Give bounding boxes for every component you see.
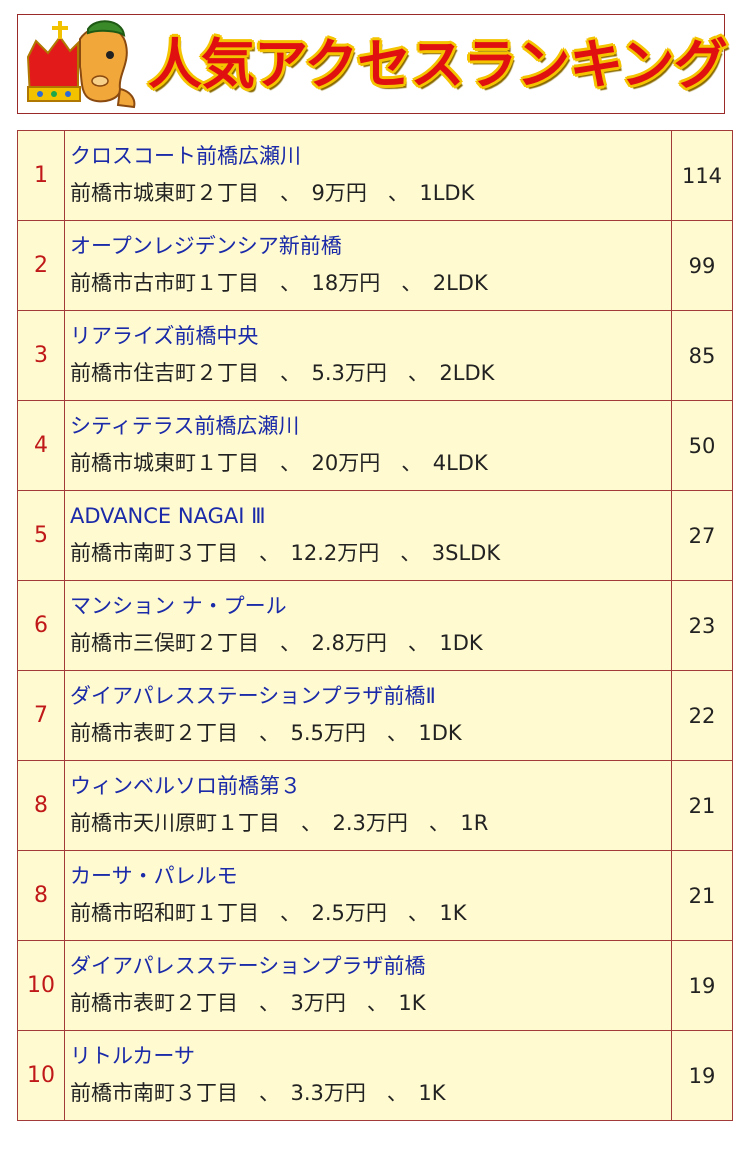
table-row: 10 ダイアパレスステーションプラザ前橋 前橋市表町２丁目 、 3万円 、 1K 19 <box>17 940 733 1031</box>
property-name-link[interactable]: シティテラス前橋広瀬川 <box>70 413 300 438</box>
access-count: 114 <box>671 130 733 221</box>
property-detail: 前橋市表町２丁目 、 3万円 、 1K <box>70 990 426 1015</box>
property-name-link[interactable]: クロスコート前橋広瀬川 <box>70 143 301 168</box>
rank-number: 7 <box>17 670 65 761</box>
rank-number: 2 <box>17 220 65 311</box>
ranking-header: 人気アクセスランキング <box>17 14 728 114</box>
access-count: 22 <box>671 670 733 761</box>
property-name-link[interactable]: カーサ・パレルモ <box>70 863 238 888</box>
table-row: 3 リアライズ前橋中央 前橋市住吉町２丁目 、 5.3万円 、 2LDK 85 <box>17 310 733 401</box>
table-row: 6 マンション ナ・プール 前橋市三俣町２丁目 、 2.8万円 、 1DK 23 <box>17 580 733 671</box>
property-detail: 前橋市昭和町１丁目 、 2.5万円 、 1K <box>70 900 467 925</box>
property-detail: 前橋市南町３丁目 、 12.2万円 、 3SLDK <box>70 540 501 565</box>
access-count: 19 <box>671 940 733 1031</box>
property-name-link[interactable]: リアライズ前橋中央 <box>70 323 259 348</box>
table-row: 8 カーサ・パレルモ 前橋市昭和町１丁目 、 2.5万円 、 1K 21 <box>17 850 733 941</box>
property-detail: 前橋市住吉町２丁目 、 5.3万円 、 2LDK <box>70 360 495 385</box>
access-count: 50 <box>671 400 733 491</box>
property-detail: 前橋市城東町１丁目 、 20万円 、 4LDK <box>70 450 488 475</box>
property-detail: 前橋市古市町１丁目 、 18万円 、 2LDK <box>70 270 488 295</box>
property-detail: 前橋市表町２丁目 、 5.5万円 、 1DK <box>70 720 462 745</box>
property-info: リアライズ前橋中央前橋市住吉町２丁目 、 5.3万円 、 2LDK <box>64 310 672 401</box>
property-info: カーサ・パレルモ前橋市昭和町１丁目 、 2.5万円 、 1K <box>64 850 672 941</box>
table-row: 4 シティテラス前橋広瀬川 前橋市城東町１丁目 、 20万円 、 4LDK 50 <box>17 400 733 491</box>
rank-number: 3 <box>17 310 65 401</box>
property-info: リトルカーサ前橋市南町３丁目 、 3.3万円 、 1K <box>64 1030 672 1121</box>
property-info: シティテラス前橋広瀬川前橋市城東町１丁目 、 20万円 、 4LDK <box>64 400 672 491</box>
table-row: 2 オープンレジデンシア新前橋 前橋市古市町１丁目 、 18万円 、 2LDK 99 <box>17 220 733 311</box>
access-count: 85 <box>671 310 733 401</box>
property-name-link[interactable]: ダイアパレスステーションプラザ前橋Ⅱ <box>70 683 436 708</box>
table-row: 1 クロスコート前橋広瀬川 前橋市城東町２丁目 、 9万円 、 1LDK 114 <box>17 130 733 221</box>
property-info: オープンレジデンシア新前橋前橋市古市町１丁目 、 18万円 、 2LDK <box>64 220 672 311</box>
crowned-horse-mascot-icon <box>26 20 136 109</box>
property-detail: 前橋市三俣町２丁目 、 2.8万円 、 1DK <box>70 630 483 655</box>
property-name-link[interactable]: ADVANCE NAGAI Ⅲ <box>70 503 266 528</box>
ranking-table: 1 クロスコート前橋広瀬川 前橋市城東町２丁目 、 9万円 、 1LDK 114 2 オー… <box>17 130 733 1121</box>
property-name-link[interactable]: リトルカーサ <box>70 1043 195 1068</box>
page-title: 人気アクセスランキング <box>148 33 728 96</box>
property-info: クロスコート前橋広瀬川前橋市城東町２丁目 、 9万円 、 1LDK <box>64 130 672 221</box>
property-name-link[interactable]: ダイアパレスステーションプラザ前橋 <box>70 953 426 978</box>
table-row: 8 ウィンベルソロ前橋第３ 前橋市天川原町１丁目 、 2.3万円 、 1R 21 <box>17 760 733 851</box>
access-count: 27 <box>671 490 733 581</box>
property-info: ウィンベルソロ前橋第３ 前橋市天川原町１丁目 、 2.3万円 、 1R <box>64 760 672 851</box>
access-count: 21 <box>671 850 733 941</box>
rank-number: 8 <box>17 760 65 851</box>
property-detail: 前橋市天川原町１丁目 、 2.3万円 、 1R <box>70 810 489 835</box>
table-row: 10 リトルカーサ 前橋市南町３丁目 、 3.3万円 、 1K 19 <box>17 1030 733 1121</box>
access-count: 21 <box>671 760 733 851</box>
property-detail: 前橋市南町３丁目 、 3.3万円 、 1K <box>70 1080 446 1105</box>
rank-number: 4 <box>17 400 65 491</box>
access-count: 99 <box>671 220 733 311</box>
rank-number: 10 <box>17 1030 65 1121</box>
property-info: マンション ナ・プール前橋市三俣町２丁目 、 2.8万円 、 1DK <box>64 580 672 671</box>
property-name-link[interactable]: マンション ナ・プール <box>70 593 287 618</box>
property-info: ダイアパレスステーションプラザ前橋 前橋市表町２丁目 、 3万円 、 1K <box>64 940 672 1031</box>
rank-number: 8 <box>17 850 65 941</box>
rank-number: 10 <box>17 940 65 1031</box>
rank-number: 1 <box>17 130 65 221</box>
table-row: 5 ADVANCE NAGAI Ⅲ 前橋市南町３丁目 、 12.2万円 、 3SLD… <box>17 490 733 581</box>
access-count: 23 <box>671 580 733 671</box>
rank-number: 5 <box>17 490 65 581</box>
property-detail: 前橋市城東町２丁目 、 9万円 、 1LDK <box>70 180 475 205</box>
rank-number: 6 <box>17 580 65 671</box>
property-info: ダイアパレスステーションプラザ前橋Ⅱ 前橋市表町２丁目 、 5.5万円 、 1DK <box>64 670 672 761</box>
access-count: 19 <box>671 1030 733 1121</box>
property-name-link[interactable]: ウィンベルソロ前橋第３ <box>70 773 301 798</box>
table-row: 7 ダイアパレスステーションプラザ前橋Ⅱ 前橋市表町２丁目 、 5.5万円 、 1D… <box>17 670 733 761</box>
property-name-link[interactable]: オープンレジデンシア新前橋 <box>70 233 342 258</box>
property-info: ADVANCE NAGAI Ⅲ 前橋市南町３丁目 、 12.2万円 、 3SLDK <box>64 490 672 581</box>
